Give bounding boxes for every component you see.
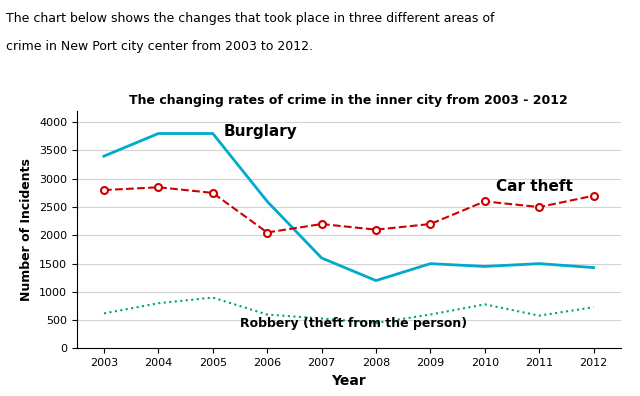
- Text: Burglary: Burglary: [224, 124, 298, 139]
- X-axis label: Year: Year: [332, 374, 366, 388]
- Title: The changing rates of crime in the inner city from 2003 - 2012: The changing rates of crime in the inner…: [129, 94, 568, 107]
- Text: Car theft: Car theft: [496, 179, 573, 194]
- Text: The chart below shows the changes that took place in three different areas of: The chart below shows the changes that t…: [6, 12, 495, 25]
- Text: crime in New Port city center from 2003 to 2012.: crime in New Port city center from 2003 …: [6, 40, 314, 53]
- Y-axis label: Number of Incidents: Number of Incidents: [20, 158, 33, 301]
- Text: Robbery (theft from the person): Robbery (theft from the person): [240, 317, 467, 330]
